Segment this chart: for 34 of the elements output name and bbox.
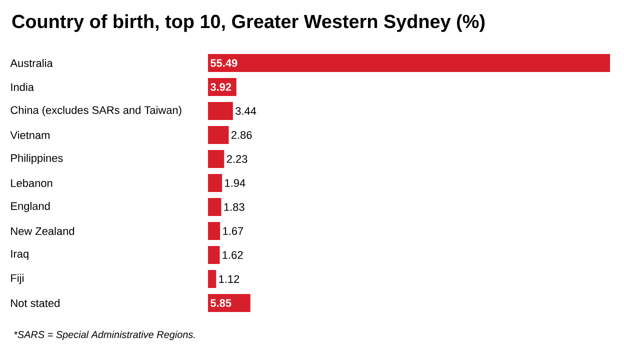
y-tick-label: India: [11, 82, 34, 92]
bar: [208, 126, 229, 144]
data-label: 55.49: [210, 59, 238, 67]
bar: [208, 294, 250, 312]
y-tick-label: Vietnam: [10, 130, 50, 140]
data-label: 1.83: [224, 203, 244, 211]
y-tick-label: Iraq: [11, 250, 28, 260]
data-label: 1.62: [222, 251, 243, 259]
data-label: 1.94: [225, 179, 246, 187]
data-label: 3.92: [210, 83, 232, 91]
data-label: 2.86: [231, 131, 252, 139]
bar: [208, 102, 233, 120]
bar: [208, 54, 610, 72]
data-label: 3.44: [236, 107, 256, 115]
bar: [208, 222, 220, 240]
data-label: 2.23: [226, 155, 248, 163]
y-tick-label: Australia: [10, 58, 53, 68]
bar: [208, 150, 224, 168]
chart-title: Country of birth, top 10, Greater Western Sydney (%): [12, 14, 485, 32]
bar: [208, 198, 222, 216]
y-tick-label: Lebanon: [11, 178, 52, 188]
data-label: 1.67: [223, 227, 244, 235]
y-tick-label: Fiji: [11, 274, 24, 284]
bar: [208, 246, 220, 264]
bar: [208, 174, 222, 192]
y-tick-label: Philippines: [11, 154, 63, 164]
data-label: 5.85: [210, 299, 232, 307]
y-tick-label: New Zealand: [11, 226, 74, 236]
y-tick-label: Not stated: [11, 298, 60, 308]
y-tick-label: England: [11, 202, 50, 212]
data-label: 1.12: [219, 275, 240, 283]
y-tick-label: China (excludes SARs and Taiwan): [10, 106, 182, 116]
text: *SARS = Special Administrative Regions.: [14, 330, 195, 340]
bar: [208, 270, 216, 288]
